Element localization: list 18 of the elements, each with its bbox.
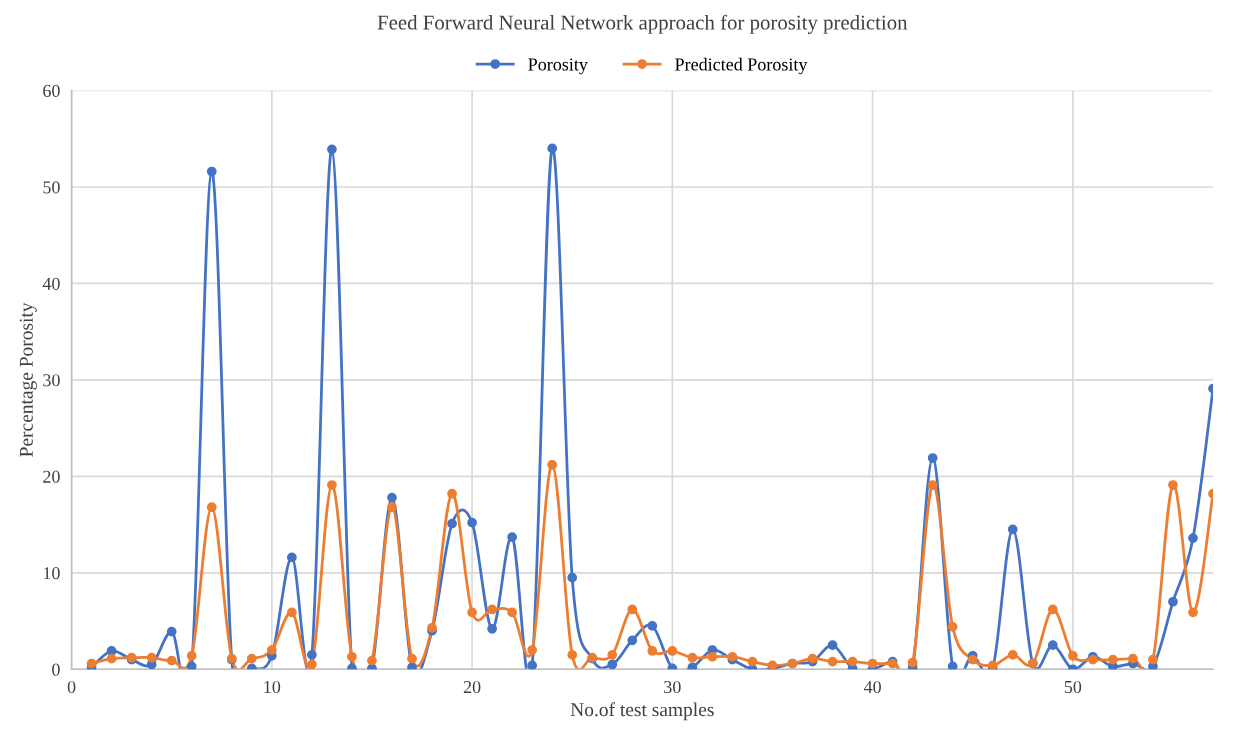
x-tick-label: 20 (463, 680, 481, 694)
x-tick-label: 0 (67, 680, 76, 694)
x-tick-label: 10 (264, 680, 281, 694)
y-tick-label: 0 (52, 663, 60, 676)
x-tick-label: 50 (1064, 680, 1082, 694)
y-tick-label: 30 (43, 374, 60, 387)
x-tick-label: 30 (664, 680, 681, 694)
y-tick-label: 60 (43, 84, 60, 97)
x-axis-title: No.of test samples (570, 702, 714, 721)
legend-label: Porosity (528, 58, 588, 75)
y-tick-label: 20 (43, 470, 60, 483)
y-tick-label: 40 (42, 277, 60, 290)
chart-title: Feed Forward Neural Network approach for porosity prediction (377, 14, 908, 34)
y-tick-label: 50 (43, 181, 60, 194)
y-axis-title: Percentage Porosity (19, 302, 37, 457)
y-tick-label: 10 (43, 567, 60, 580)
legend-label: Predicted Porosity (675, 57, 808, 75)
x-tick-label: 40 (863, 680, 881, 694)
